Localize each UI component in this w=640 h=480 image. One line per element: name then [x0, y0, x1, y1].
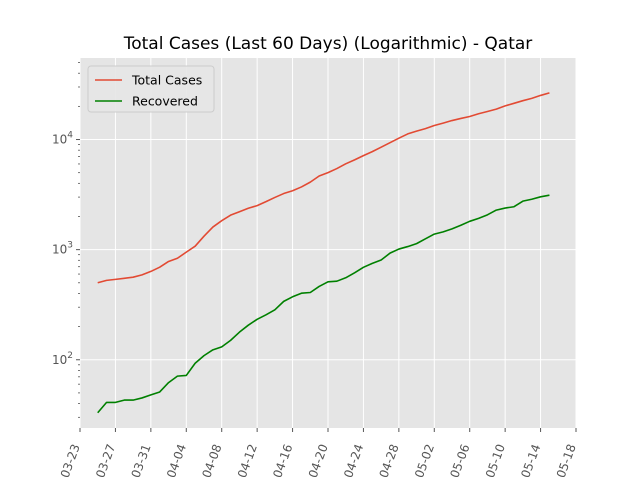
x-tick-label: 04-20	[306, 442, 331, 480]
x-tick-label: 03-23	[58, 442, 83, 480]
grid	[79, 58, 577, 428]
series-layer	[97, 92, 550, 414]
y-tick-label: 104	[52, 131, 73, 147]
x-tick-label: 03-31	[129, 442, 154, 480]
x-tick-label: 05-10	[483, 442, 508, 480]
x-tick-label: 05-06	[447, 442, 472, 480]
series-line-total-cases	[97, 92, 550, 284]
legend: Total Cases Recovered	[87, 65, 215, 113]
x-tick-label: 05-14	[518, 442, 543, 480]
chart-title: Total Cases (Last 60 Days) (Logarithmic)…	[123, 34, 533, 54]
series-line-recovered	[97, 194, 550, 414]
y-tick-label: 102	[52, 351, 73, 367]
y-tick-label: 103	[52, 241, 73, 257]
x-tick-label: 04-24	[341, 442, 366, 480]
x-tick-label: 05-02	[412, 442, 437, 480]
x-tick-label: 05-18	[554, 442, 579, 480]
x-tick-label: 04-12	[235, 442, 260, 480]
legend-label: Total Cases	[131, 73, 202, 88]
x-tick-label: 04-28	[377, 442, 402, 480]
legend-label: Recovered	[132, 94, 198, 109]
x-tick-label: 04-04	[164, 442, 189, 480]
x-tick-label: 04-16	[270, 442, 295, 480]
x-tick-label: 04-08	[199, 442, 224, 480]
x-tick-label: 03-27	[93, 442, 118, 480]
